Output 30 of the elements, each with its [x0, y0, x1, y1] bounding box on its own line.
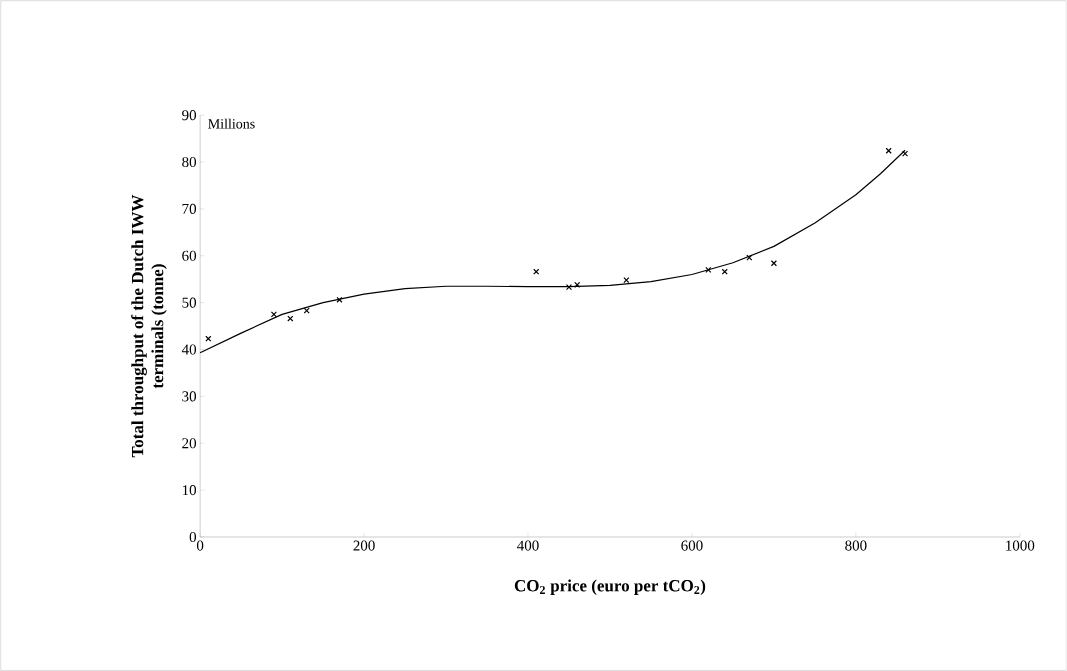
y-tick-label: 0	[189, 531, 197, 542]
annotation: Millions	[208, 118, 255, 129]
x-tick-label: 0	[196, 540, 204, 551]
y-tick-label: 30	[182, 391, 197, 402]
x-tick-label: 400	[517, 540, 539, 551]
y-tick-label: 40	[181, 344, 197, 355]
x-tick-label: 600	[681, 540, 703, 551]
y-tick-label: 10	[182, 485, 197, 496]
y-axis-title: Total throughput of the Dutch IWW terminals (tonne)	[131, 194, 167, 458]
point	[270, 311, 277, 318]
point	[623, 277, 630, 284]
point	[885, 147, 892, 154]
y-tick-label: 60	[182, 250, 197, 261]
point	[565, 284, 573, 291]
y-tick-label: 50	[182, 297, 197, 308]
point	[287, 315, 294, 322]
y-tick-label: 90	[182, 110, 197, 121]
point	[705, 266, 712, 273]
point	[533, 268, 540, 275]
line-series	[199, 149, 906, 354]
y-tick-label: 70	[182, 203, 197, 214]
y-tick-label: 80	[182, 156, 197, 168]
x-tick-label: 200	[353, 540, 375, 551]
x-axis-title: CO$_{2}$ price (euro per tCO$_{2}$)	[514, 579, 706, 595]
y-tick-label: 20	[182, 438, 197, 449]
point	[902, 150, 909, 157]
point	[770, 260, 777, 267]
point	[336, 296, 343, 303]
x-tick-label: 1000	[1006, 540, 1035, 551]
x-tick-label: 800	[845, 540, 867, 551]
